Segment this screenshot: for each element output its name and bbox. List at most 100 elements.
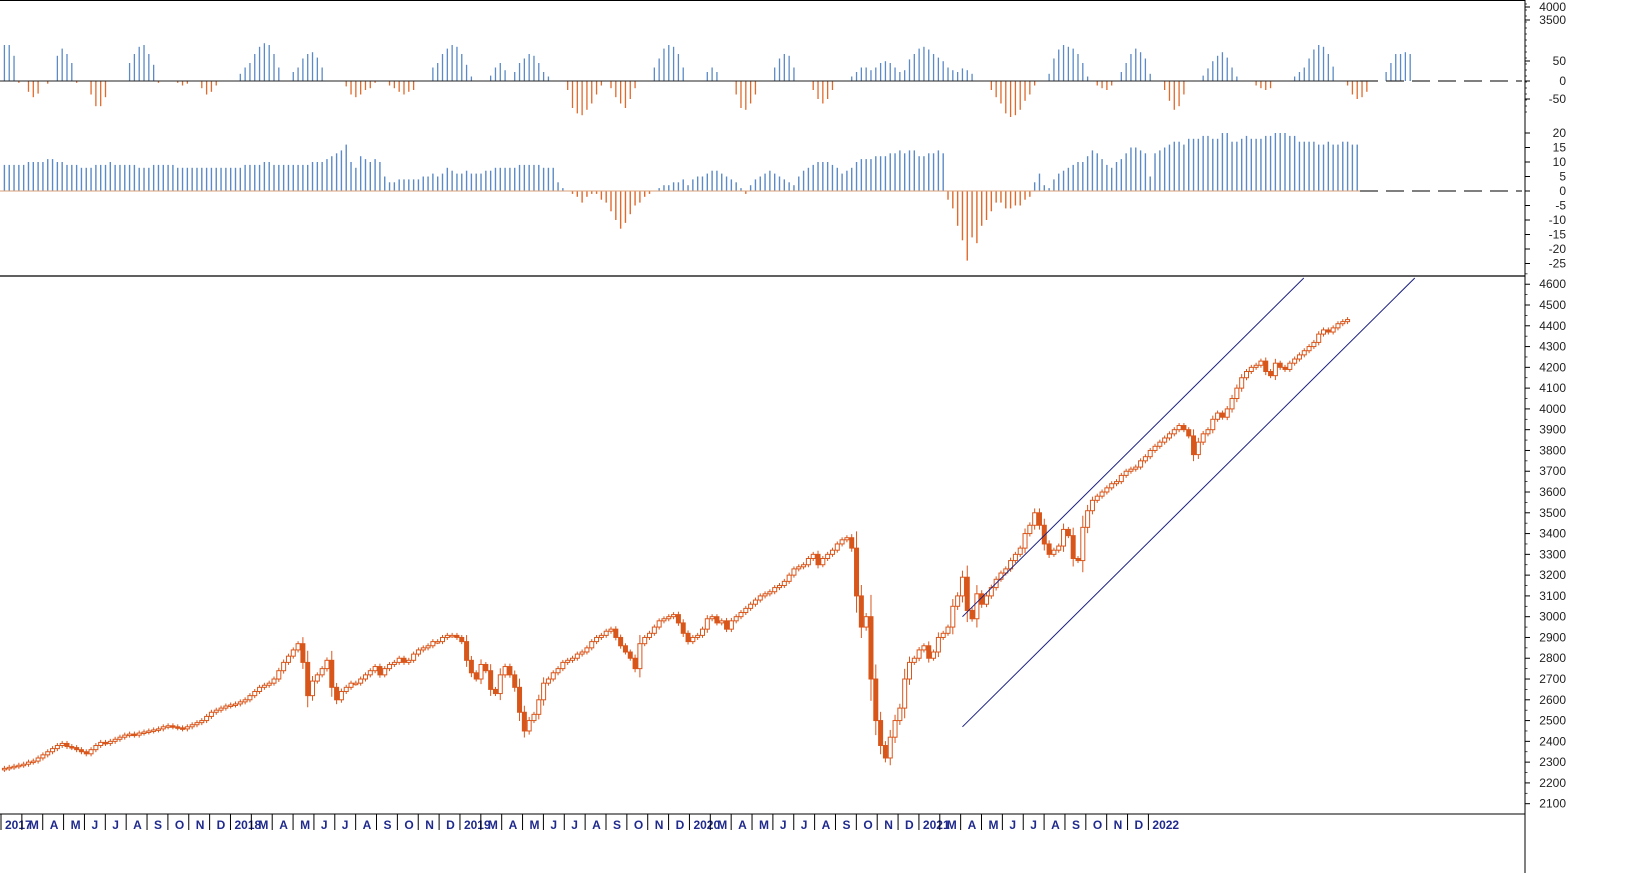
price-tick-label: 2400 [1539, 734, 1566, 748]
month-label: O [634, 818, 643, 832]
candle-body [1263, 360, 1269, 373]
month-label: J [571, 818, 578, 832]
month-label: N [655, 818, 664, 832]
candle-body [425, 645, 431, 649]
candle-body [1345, 319, 1351, 323]
candle-body [555, 668, 561, 674]
price-tick-label: 3400 [1539, 527, 1566, 541]
candle-body [666, 616, 672, 620]
candle-body [1191, 435, 1197, 456]
osc-tick-label: 3500 [1539, 13, 1566, 27]
month-label: J [321, 818, 328, 832]
candle-body [984, 595, 990, 605]
candle-body [285, 655, 291, 663]
month-label: J [801, 818, 808, 832]
candle-body [131, 733, 137, 737]
momentum-tick-label: 0 [1559, 184, 1566, 198]
month-label: M [717, 818, 727, 832]
candle-body [1195, 441, 1201, 456]
price-tick-label: 4600 [1539, 277, 1566, 291]
month-label: M [947, 818, 957, 832]
candle-body [613, 628, 619, 638]
price-tick-label: 4100 [1539, 381, 1566, 395]
candle-body [512, 674, 518, 688]
month-label: J [342, 818, 349, 832]
candle-body [584, 647, 590, 653]
candle-body [353, 682, 359, 686]
candle-body [1099, 491, 1105, 497]
candle-body [507, 666, 513, 676]
candle-body [608, 628, 614, 632]
candle-body [1166, 433, 1172, 439]
price-tick-label: 3600 [1539, 485, 1566, 499]
candle-body [1215, 412, 1221, 420]
candle-body [266, 682, 272, 686]
momentum-tick-label: -20 [1549, 242, 1567, 256]
candle-body [242, 699, 248, 703]
candle-body [247, 695, 253, 701]
candle-body [931, 651, 937, 659]
candle-body [685, 632, 691, 643]
price-tick-label: 2600 [1539, 693, 1566, 707]
candle-body [1325, 329, 1331, 333]
candle-body [1277, 362, 1283, 368]
candle-body [1046, 543, 1052, 555]
candle-body [656, 620, 662, 628]
candle-body [1, 767, 7, 771]
candle-body [107, 740, 113, 744]
candle-body [50, 748, 56, 753]
osc-tick-label: 0 [1559, 74, 1566, 88]
candle-body [1316, 333, 1322, 343]
candle-body [969, 609, 975, 620]
momentum-tick-label: 20 [1553, 126, 1567, 140]
candle-body [1205, 429, 1211, 435]
candle-body [1032, 512, 1038, 526]
candle-body [935, 636, 941, 653]
candle-body [1142, 456, 1148, 462]
month-label: D [446, 818, 455, 832]
price-tick-label: 2800 [1539, 651, 1566, 665]
osc-tick-label: -50 [1549, 92, 1567, 106]
month-label: N [196, 818, 205, 832]
candle-body [945, 626, 951, 634]
year-label: 2019 [464, 818, 491, 832]
candle-body [420, 647, 426, 651]
candle-body [974, 593, 980, 620]
candle-body [521, 711, 527, 732]
candle-body [675, 614, 681, 624]
candle-body [1340, 321, 1346, 325]
channel-lower-line [962, 277, 1416, 728]
candle-body [324, 659, 330, 670]
candle-body [911, 657, 917, 663]
candle-body [882, 745, 888, 759]
candle-body [728, 620, 734, 630]
candle-body [810, 553, 816, 560]
candle-body [714, 616, 720, 624]
price-tick-label: 4300 [1539, 340, 1566, 354]
price-tick-label: 4400 [1539, 319, 1566, 333]
candle-body [199, 720, 205, 724]
candle-body [531, 713, 537, 722]
candle-body [468, 659, 474, 674]
price-panel [1, 277, 1416, 772]
candle-body [430, 641, 436, 647]
candle-body [1085, 510, 1091, 528]
candle-body [786, 574, 792, 582]
month-label: J [550, 818, 557, 832]
candle-body [338, 690, 344, 701]
candle-body [237, 701, 243, 705]
candle-body [801, 564, 807, 568]
candle-body [815, 553, 821, 566]
month-label: S [1072, 818, 1080, 832]
candle-body [757, 595, 763, 601]
candle-body [444, 634, 450, 638]
candle-body [1268, 371, 1274, 377]
candle-body [964, 576, 970, 611]
candle-body [271, 678, 277, 684]
month-label: M [300, 818, 310, 832]
candle-body [762, 593, 768, 597]
candle-body [30, 760, 36, 764]
momentum-panel [0, 133, 1522, 261]
candle-body [854, 547, 860, 597]
candle-body [473, 672, 479, 680]
